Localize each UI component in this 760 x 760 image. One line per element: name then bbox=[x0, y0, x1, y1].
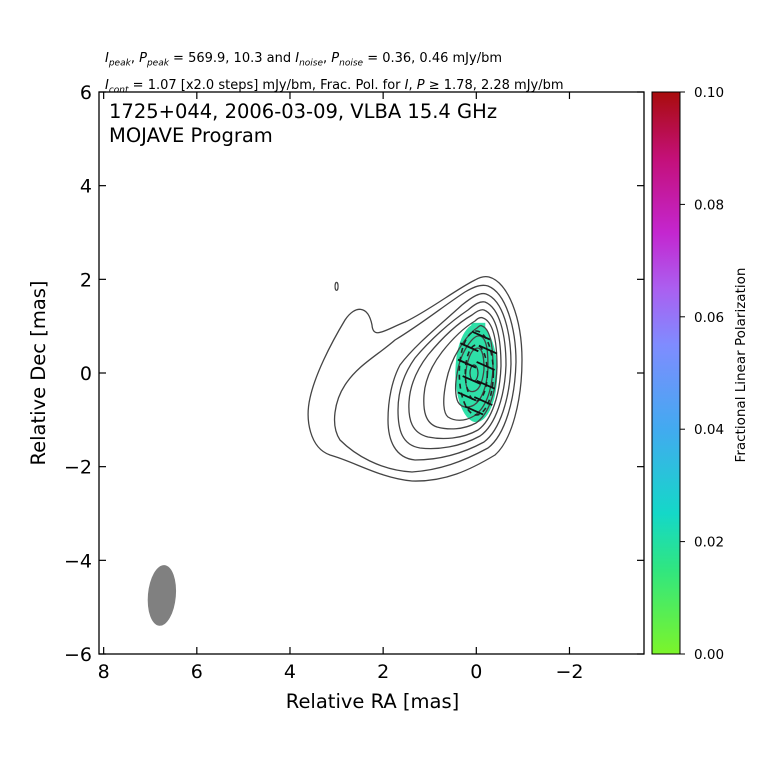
evpa-tick bbox=[464, 405, 484, 416]
contour-level-6 bbox=[423, 316, 498, 430]
colorbar-tick-label: 0.04 bbox=[694, 422, 724, 438]
plot-area bbox=[147, 275, 523, 626]
y-tick-label: 0 bbox=[80, 363, 92, 385]
axes-frame bbox=[98, 91, 645, 655]
beam-ellipse bbox=[147, 565, 177, 626]
evpa-tick bbox=[462, 375, 482, 385]
x-tick-label: 8 bbox=[98, 661, 110, 683]
y-tick-label: 6 bbox=[80, 82, 92, 104]
y-tick-label: −2 bbox=[64, 457, 92, 479]
plot-title-block: 1725+044, 2006-03-09, VLBA 15.4 GHz MOJA… bbox=[109, 100, 497, 148]
x-tick-label: 2 bbox=[377, 661, 389, 683]
axes: 8 6 4 2 0 −2 6 4 2 0 −2 −4 −6 Relative RA [mas] Relati… bbox=[27, 82, 645, 713]
y-tick-label: 4 bbox=[80, 176, 92, 198]
evpa-tick bbox=[476, 379, 495, 390]
pol-contour-inner bbox=[464, 344, 489, 402]
evpa-tick bbox=[457, 391, 477, 402]
colorbar-tick-label: 0.06 bbox=[694, 310, 724, 326]
plot-subtitle: MOJAVE Program bbox=[109, 124, 273, 147]
colorbar-tick-label: 0.10 bbox=[694, 85, 724, 101]
chart-header: Ipeak, Ppeak = 569.9, 10.3 and Inoise, P… bbox=[105, 48, 665, 101]
pol-contour-outer bbox=[458, 330, 495, 416]
contour-level-2 bbox=[333, 284, 517, 473]
evpa-tick bbox=[476, 361, 495, 371]
x-tick-label: 4 bbox=[284, 661, 296, 683]
x-tick-label: 0 bbox=[470, 661, 482, 683]
x-tick-label: 6 bbox=[191, 661, 203, 683]
plot-title: 1725+044, 2006-03-09, VLBA 15.4 GHz bbox=[109, 100, 498, 123]
y-tick-label: −4 bbox=[64, 550, 92, 572]
evpa-tick bbox=[457, 358, 477, 369]
polarization-region bbox=[455, 323, 498, 423]
x-axis-label: Relative RA [mas] bbox=[286, 690, 459, 713]
evpa-tick bbox=[459, 342, 479, 353]
contour-level-9 bbox=[464, 347, 485, 393]
contour-level-1 bbox=[307, 275, 523, 482]
colorbar-tick-label: 0.02 bbox=[694, 535, 724, 551]
contour-level-5 bbox=[408, 309, 502, 440]
evpa-tick bbox=[478, 344, 498, 355]
header-line-2: Icont = 1.07 [x2.0 steps] mJy/bm, Frac. … bbox=[105, 77, 564, 96]
colorbar-tick-label: 0.00 bbox=[694, 647, 724, 663]
colorbar-label: Fractional Linear Polarization bbox=[733, 268, 749, 463]
evpa-tick bbox=[473, 396, 493, 406]
plot-clip bbox=[147, 275, 523, 626]
contour-level-3 bbox=[387, 292, 512, 461]
x-tick-label: −2 bbox=[555, 661, 583, 683]
y-axis-label: Relative Dec [mas] bbox=[27, 280, 50, 465]
contour-level-4 bbox=[397, 301, 507, 450]
colorbar: 0.00 0.02 0.04 0.06 0.08 0.10 Fractional Linea… bbox=[651, 85, 749, 663]
y-tick-label: 2 bbox=[80, 269, 92, 291]
colorbar-gradient bbox=[651, 91, 681, 655]
extra-component bbox=[334, 281, 339, 291]
evpa-tick bbox=[471, 330, 491, 341]
y-tick-label: −6 bbox=[64, 644, 92, 666]
colorbar-tick-label: 0.08 bbox=[694, 197, 724, 213]
header-line-1: Ipeak, Ppeak = 569.9, 10.3 and Inoise, P… bbox=[105, 51, 502, 69]
